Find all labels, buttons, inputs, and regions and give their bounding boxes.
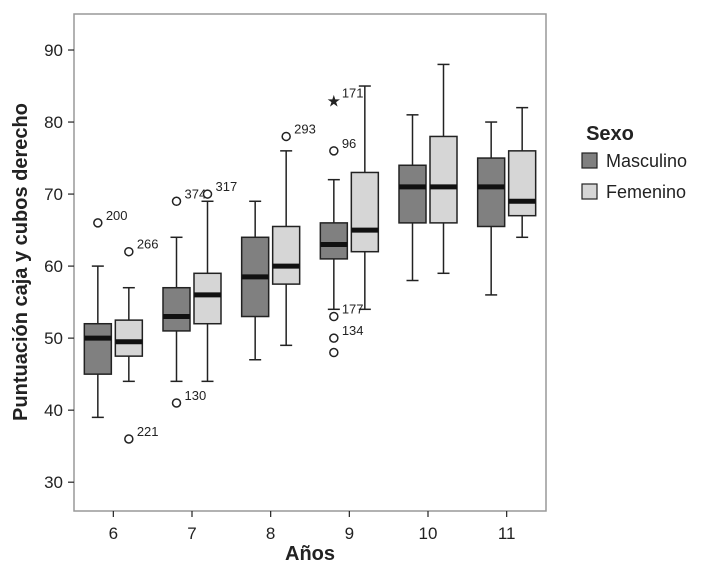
x-axis-title: Años xyxy=(285,543,335,565)
box-femenino-9 xyxy=(350,85,380,311)
x-tick-label: 8 xyxy=(266,524,275,543)
outlier-label: 96 xyxy=(342,136,356,151)
box-femenino-8 xyxy=(271,150,301,347)
outlier-point xyxy=(202,189,213,199)
y-tick-label: 40 xyxy=(44,401,63,420)
outlier-point xyxy=(329,311,339,322)
x-axis: 6 7 8 9 10 11 xyxy=(109,511,516,543)
outlier-point xyxy=(171,196,182,207)
legend: Sexo Masculino Femenino xyxy=(581,123,687,202)
box-iqr xyxy=(193,272,222,325)
outlier-point xyxy=(124,434,134,444)
y-axis-title: Puntuación caja y cubos derecho xyxy=(10,103,32,421)
box-masculino-6 xyxy=(83,265,113,419)
y-tick-label: 80 xyxy=(44,113,63,132)
box-iqr xyxy=(507,150,537,217)
outlier-label: 374 xyxy=(185,186,207,201)
box-series xyxy=(83,63,537,419)
box-iqr xyxy=(83,322,113,375)
y-tick-label: 90 xyxy=(44,41,63,60)
outlier-point xyxy=(124,246,134,257)
outlier-label: 221 xyxy=(137,424,159,439)
outlier-point xyxy=(281,131,291,142)
box-iqr xyxy=(319,222,349,260)
outlier-point xyxy=(93,218,103,228)
outlier-point xyxy=(171,398,182,408)
box-iqr xyxy=(429,135,458,224)
outlier-label: 200 xyxy=(106,208,128,223)
box-masculino-7 xyxy=(162,236,191,383)
box-iqr xyxy=(114,319,144,357)
outlier-label: 317 xyxy=(216,179,238,194)
box-femenino-11 xyxy=(507,106,537,239)
x-tick-label: 11 xyxy=(498,524,516,543)
outlier-label: 130 xyxy=(185,388,207,403)
x-tick-label: 10 xyxy=(419,524,438,543)
x-tick-label: 9 xyxy=(345,524,354,543)
outlier-label: 266 xyxy=(137,237,159,252)
outlier-label: 293 xyxy=(294,121,316,136)
box-femenino-6 xyxy=(114,286,144,383)
y-tick-label: 50 xyxy=(44,329,63,348)
outlier-point xyxy=(329,333,339,343)
outlier-point xyxy=(329,146,339,156)
box-femenino-7 xyxy=(193,200,222,383)
box-iqr xyxy=(476,157,506,228)
y-tick-label: 60 xyxy=(44,257,63,276)
outlier-point xyxy=(329,347,339,358)
plot-area xyxy=(73,13,547,512)
box-iqr xyxy=(271,225,301,285)
y-axis: 30 40 50 60 70 80 90 xyxy=(44,41,74,492)
box-iqr xyxy=(350,171,380,253)
outlier-label: 134 xyxy=(342,323,364,338)
outlier-label: 177 xyxy=(342,302,364,317)
legend-label-femenino: Femenino xyxy=(606,182,686,202)
box-masculino-11 xyxy=(476,121,506,296)
box-femenino-10 xyxy=(429,63,458,275)
legend-title: Sexo xyxy=(586,123,634,145)
box-masculino-10 xyxy=(398,114,427,282)
x-tick-label: 6 xyxy=(109,524,118,543)
box-iqr xyxy=(398,164,427,224)
y-tick-label: 30 xyxy=(44,473,63,492)
box-iqr xyxy=(162,286,191,332)
outlier-points: 200 374 130 ★ 171 96 177 134 266 221 317 293 xyxy=(93,85,364,444)
legend-swatch-masculino xyxy=(581,152,598,169)
x-tick-label: 7 xyxy=(187,524,196,543)
y-tick-label: 70 xyxy=(44,185,63,204)
legend-label-masculino: Masculino xyxy=(606,151,687,171)
box-masculino-8 xyxy=(240,200,270,361)
box-masculino-9 xyxy=(319,178,349,311)
legend-swatch-femenino xyxy=(581,183,598,200)
outlier-star: ★ xyxy=(327,91,341,110)
outlier-label: 171 xyxy=(342,85,364,100)
